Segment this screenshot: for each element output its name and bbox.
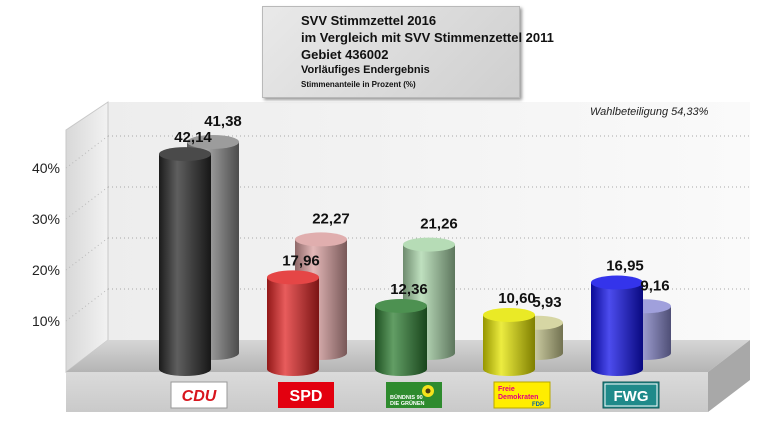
turnout-label: Wahlbeteiligung 54,33% <box>590 106 709 118</box>
logo-cdu: CDU <box>170 381 228 409</box>
logo-fdp-line1: Freie <box>498 386 515 393</box>
y-tick-label: 20% <box>32 262 60 278</box>
logo-gruene-text: BÜNDNIS 90 DIE GRÜNEN <box>390 394 425 407</box>
data-label-2016-spd: 17,96 <box>282 252 320 269</box>
data-label-2011-cdu: 41,38 <box>204 113 242 130</box>
bar-2016-spd-top <box>267 270 319 285</box>
data-label-2016-fdp: 10,60 <box>498 290 536 307</box>
logo-gruene: BÜNDNIS 90 DIE GRÜNEN <box>386 382 442 408</box>
bar-2016-cdu <box>159 147 211 376</box>
logo-fwg: FWG <box>602 381 660 409</box>
gridline-side <box>65 135 109 169</box>
bar-2016-cdu-top <box>159 147 211 162</box>
chart-title-line3: Gebiet 436002 <box>301 47 389 62</box>
bar-2016-gruene-body <box>375 305 427 376</box>
bar-2011-spd-top <box>295 232 347 247</box>
data-label-2016-fwg: 16,95 <box>606 258 644 275</box>
data-label-2011-spd: 22,27 <box>312 210 350 227</box>
bar-2016-spd <box>267 270 319 376</box>
chart-floor-rim-side <box>708 340 750 412</box>
logo-spd: SPD <box>278 382 334 408</box>
bar-2016-spd-body <box>267 277 319 376</box>
data-label-2011-fdp: 5,93 <box>532 294 561 311</box>
data-label-2011-gruene: 21,26 <box>420 216 458 233</box>
data-label-2011-fwg: 9,16 <box>640 277 669 294</box>
bar-2011-gruene-top <box>403 237 455 252</box>
logo-gruene-line1: BÜNDNIS 90 <box>390 394 423 401</box>
data-label-2016-cdu: 42,14 <box>174 129 212 146</box>
chart-title-line2: im Vergleich mit SVV Stimmenzettel 2011 <box>301 30 554 45</box>
data-label-2016-gruene: 12,36 <box>390 281 428 298</box>
logo-fdp-line3: FDP <box>532 402 544 408</box>
y-tick-label: 40% <box>32 160 60 176</box>
logo-fdp-text: Freie Demokraten FDP <box>498 378 544 408</box>
chart-title-line1: SVV Stimmzettel 2016 <box>301 13 437 28</box>
bar-2016-fdp <box>483 307 535 376</box>
logo-gruene-line2: DIE GRÜNEN <box>390 400 425 407</box>
chart-subtitle: Vorläufiges Endergebnis <box>301 64 430 76</box>
gridline-side <box>65 288 109 322</box>
bar-2016-gruene-top <box>375 298 427 313</box>
gridline-side <box>65 237 109 271</box>
gridline-side <box>65 186 109 220</box>
chart-side-wall <box>65 101 109 374</box>
bar-2016-cdu-body <box>159 154 211 376</box>
bar-2016-fdp-top <box>483 307 535 322</box>
logo-fwg-text: FWG <box>614 388 649 405</box>
chart-unit-note: Stimmenanteile in Prozent (%) <box>301 80 416 89</box>
y-tick-label: 10% <box>32 313 60 329</box>
sunflower-center-icon <box>425 388 431 394</box>
logo-fdp-line2: Demokraten <box>498 394 538 401</box>
y-tick-label: 30% <box>32 211 60 227</box>
bar-2016-fwg-top <box>591 275 643 290</box>
bar-2011-cdu-top <box>187 134 239 149</box>
bar-2016-fdp-body <box>483 314 535 376</box>
bar-2016-fwg-body <box>591 282 643 376</box>
bar-2016-gruene <box>375 298 427 376</box>
logo-spd-text: SPD <box>290 388 323 405</box>
logo-cdu-text: CDU <box>182 388 217 405</box>
bar-2016-fwg <box>591 275 643 376</box>
chart-title-box: SVV Stimmzettel 2016 im Vergleich mit SV… <box>262 6 554 98</box>
logo-fdp: Freie Demokraten FDP <box>493 378 551 409</box>
